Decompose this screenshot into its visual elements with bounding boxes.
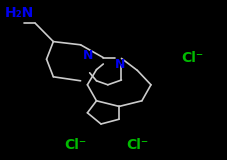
Text: N: N [83, 49, 93, 62]
Text: H₂N: H₂N [5, 6, 34, 20]
Text: Cl⁻: Cl⁻ [126, 138, 148, 152]
Text: Cl⁻: Cl⁻ [65, 138, 87, 152]
Text: N: N [115, 58, 125, 71]
Text: Cl⁻: Cl⁻ [182, 51, 204, 65]
